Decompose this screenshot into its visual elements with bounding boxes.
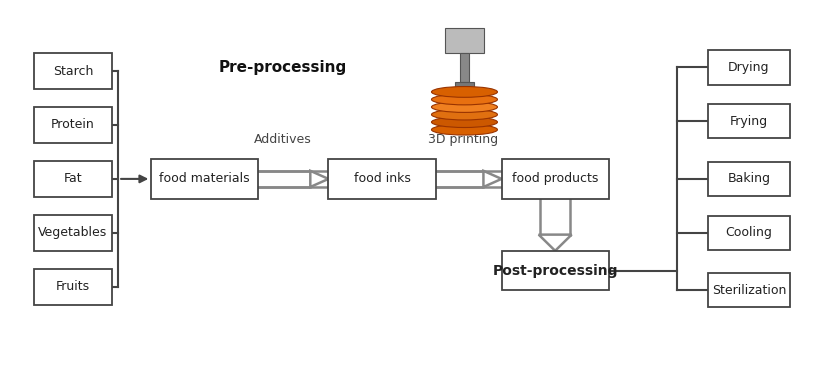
FancyBboxPatch shape — [708, 216, 790, 250]
FancyBboxPatch shape — [708, 273, 790, 307]
Ellipse shape — [432, 117, 497, 127]
Polygon shape — [483, 171, 501, 187]
FancyBboxPatch shape — [34, 215, 112, 251]
Ellipse shape — [432, 101, 497, 112]
Text: Fruits: Fruits — [56, 280, 90, 293]
FancyBboxPatch shape — [445, 28, 484, 53]
Text: Starch: Starch — [52, 65, 93, 78]
Text: Post-processing: Post-processing — [492, 264, 618, 277]
FancyBboxPatch shape — [501, 159, 608, 199]
FancyBboxPatch shape — [708, 104, 790, 138]
Text: food inks: food inks — [354, 172, 411, 185]
Text: 3D printing: 3D printing — [427, 133, 498, 146]
FancyBboxPatch shape — [708, 50, 790, 85]
Text: Pre-processing: Pre-processing — [219, 60, 347, 75]
Text: Vegetables: Vegetables — [38, 226, 107, 239]
FancyBboxPatch shape — [34, 107, 112, 143]
FancyBboxPatch shape — [151, 159, 258, 199]
Text: Cooling: Cooling — [725, 226, 773, 239]
Text: Additives: Additives — [254, 133, 312, 146]
Polygon shape — [539, 235, 572, 251]
Ellipse shape — [432, 124, 497, 135]
Ellipse shape — [432, 87, 497, 97]
Polygon shape — [310, 171, 329, 187]
Text: Frying: Frying — [730, 115, 768, 128]
FancyBboxPatch shape — [34, 161, 112, 197]
FancyBboxPatch shape — [501, 251, 608, 290]
Text: food products: food products — [512, 172, 598, 185]
Text: Fat: Fat — [64, 172, 82, 185]
Ellipse shape — [432, 94, 497, 105]
Ellipse shape — [432, 109, 497, 120]
Text: Baking: Baking — [727, 172, 770, 185]
Text: Protein: Protein — [51, 119, 95, 131]
Text: food materials: food materials — [159, 172, 250, 185]
FancyBboxPatch shape — [34, 269, 112, 305]
Text: Sterilization: Sterilization — [711, 284, 786, 297]
FancyBboxPatch shape — [34, 53, 112, 89]
FancyBboxPatch shape — [456, 82, 474, 88]
Text: Drying: Drying — [728, 61, 769, 74]
FancyBboxPatch shape — [708, 162, 790, 196]
FancyBboxPatch shape — [461, 53, 469, 82]
FancyBboxPatch shape — [329, 159, 436, 199]
